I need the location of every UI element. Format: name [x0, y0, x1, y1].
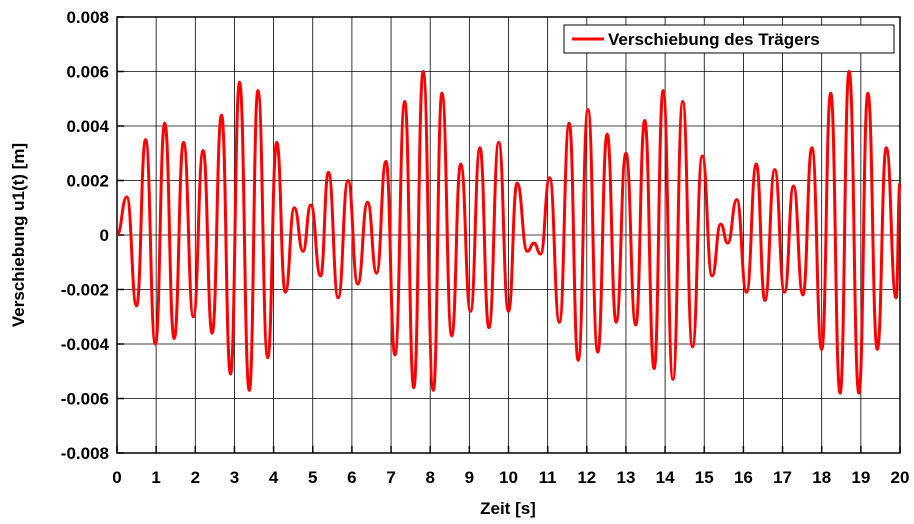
x-tick-label: 0 — [112, 468, 121, 487]
x-tick-label: 12 — [577, 468, 596, 487]
x-tick-label: 15 — [695, 468, 714, 487]
y-tick-label: 0.002 — [66, 172, 109, 191]
x-tick-label: 13 — [616, 468, 635, 487]
series-line — [115, 69, 902, 395]
x-tick-label: 19 — [851, 468, 870, 487]
x-tick-label: 10 — [499, 468, 518, 487]
x-tick-label: 20 — [891, 468, 910, 487]
x-tick-label: 3 — [230, 468, 239, 487]
y-axis-label: Verschiebung u1(t) [m] — [9, 143, 28, 327]
x-tick-label: 14 — [656, 468, 675, 487]
x-tick-label: 18 — [812, 468, 831, 487]
y-tick-label: 0.006 — [66, 63, 109, 82]
legend-box — [563, 24, 895, 54]
y-tick-label: -0.004 — [61, 335, 110, 354]
x-tick-label: 11 — [539, 468, 557, 487]
x-tick-label: 6 — [347, 468, 356, 487]
y-tick-label: -0.008 — [61, 444, 109, 463]
y-tick-label: 0 — [100, 226, 109, 245]
x-tick-label: 17 — [773, 468, 792, 487]
legend-label: Verschiebung des Trägers — [608, 30, 820, 49]
x-tick-label: 16 — [734, 468, 753, 487]
y-tick-label: 0.008 — [66, 8, 109, 27]
x-tick-label: 1 — [151, 468, 160, 487]
x-tick-label: 8 — [425, 468, 434, 487]
x-tick-label: 2 — [191, 468, 200, 487]
x-tick-label: 7 — [386, 468, 395, 487]
y-tick-label: -0.002 — [61, 281, 109, 300]
x-tick-label: 4 — [269, 468, 279, 487]
y-tick-label: 0.004 — [66, 117, 109, 136]
x-tick-label: 9 — [465, 468, 474, 487]
x-tick-label: 5 — [308, 468, 317, 487]
y-tick-label: -0.006 — [61, 390, 109, 409]
x-axis-label: Zeit [s] — [480, 499, 536, 518]
